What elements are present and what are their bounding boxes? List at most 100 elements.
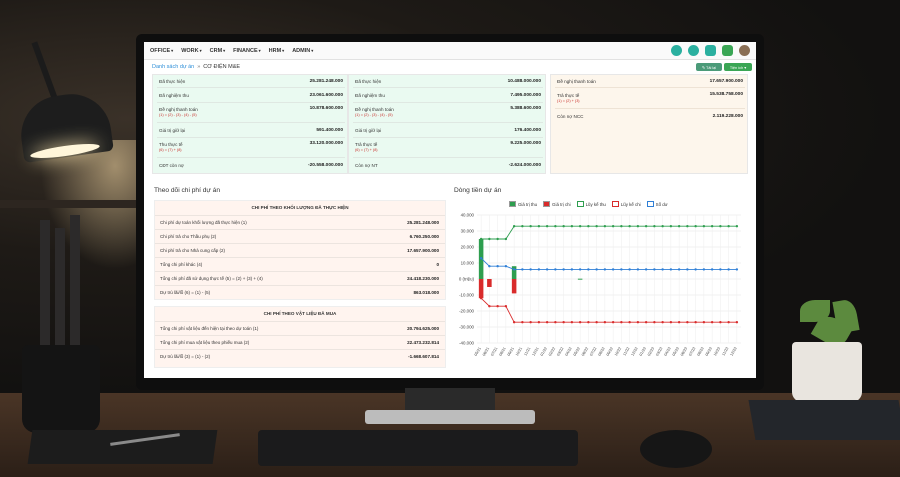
legend-item-chi[interactable]: Giá trị chi [543, 201, 571, 207]
series-point [603, 321, 607, 324]
series-point [521, 225, 524, 228]
legend-item-luyke-thu[interactable]: Lũy kế thu [576, 201, 606, 207]
series-point [570, 268, 574, 271]
x-tick-label: 09/23 [705, 347, 713, 357]
coffee-mug [22, 345, 100, 433]
x-tick-label: 10/22 [614, 347, 622, 357]
home-icon[interactable] [705, 45, 716, 56]
nav-work[interactable]: WORK▾ [181, 47, 202, 54]
summary-row: Giá trị giữ lại 591.400.000 [159, 127, 343, 133]
user-icon[interactable] [671, 45, 682, 56]
plant-pot [792, 342, 862, 402]
reload-button[interactable]: ✎ Tải lại [696, 63, 722, 71]
series-point [603, 268, 607, 271]
legend-item-so-du[interactable]: Số dư [646, 201, 668, 207]
series-point [710, 225, 714, 228]
x-tick-label: 04/23 [664, 347, 672, 357]
top-navbar: OFFICE▾ WORK▾ CRM▾ FINANCE▾ HRM▾ ADMIN▾ [144, 42, 756, 60]
series-point [644, 268, 648, 271]
utilities-button[interactable]: Tiện ích ▾ [724, 63, 752, 71]
series-point [529, 225, 532, 228]
series-point [735, 268, 739, 271]
series-point [554, 268, 557, 271]
x-tick-label: 07/23 [688, 347, 696, 357]
shelf [0, 200, 140, 208]
series-point [702, 268, 706, 271]
nav-finance[interactable]: FINANCE▾ [233, 47, 261, 54]
series-point [620, 225, 623, 228]
series-point [545, 321, 549, 324]
series-point [521, 321, 524, 324]
nav-crm[interactable]: CRM▾ [209, 47, 226, 54]
series-point [677, 225, 681, 228]
series-point [661, 321, 664, 324]
cashflow-chart: 40.000 30.000 20.000 10.000 0 (triệu) -10.000… [459, 213, 741, 357]
cost-table-materials: CHI PHÍ THEO VẬT LIỆU ĐÃ MUA Tổng chi ph… [154, 306, 446, 368]
series-point [562, 225, 565, 228]
series-point [611, 268, 615, 271]
summary-row: Còn nợ NCC 2.119.228.000 [557, 113, 743, 119]
series-point [496, 305, 499, 308]
series-point [529, 321, 532, 324]
x-tick-label: 07/21 [490, 347, 498, 357]
series-point [504, 237, 508, 241]
avatar[interactable] [739, 45, 750, 56]
summary-row: Trả thực tế (6) = (7) + (8) 9.225.000.000 [355, 141, 541, 152]
bar-thu [577, 278, 583, 280]
series-point [686, 268, 689, 271]
x-tick-label: 08/21 [499, 347, 507, 357]
nav-office[interactable]: OFFICE▾ [150, 47, 174, 54]
breadcrumb-parent-link[interactable]: Danh sách dự án [152, 64, 195, 70]
x-tick-label: 01/23 [639, 347, 647, 357]
breadcrumb-current: CƠ ĐIỆN M&E [203, 64, 241, 70]
cost-table-volume: CHI PHÍ THEO KHỐI LƯỢNG ĐÃ THỰC HIỆN Chi… [154, 200, 446, 300]
series-point [735, 225, 739, 228]
notebook [27, 430, 218, 464]
y-tick-label: 20.000 [461, 245, 475, 250]
series-point [545, 225, 549, 228]
nav-admin[interactable]: ADMIN▾ [292, 47, 314, 54]
help-icon[interactable] [688, 45, 699, 56]
series-point [677, 321, 681, 324]
x-tick-label: 11/21 [523, 347, 531, 357]
table-row: Tổng chi phí khác (4) 0 [155, 257, 445, 271]
series-point [512, 321, 516, 324]
table-row: Chi phí trả cho Nhà cung cấp (2) 17.657.9… [155, 243, 445, 257]
apps-grid-icon[interactable] [722, 45, 733, 56]
series-point [735, 321, 739, 324]
bar-chi [478, 279, 484, 299]
summary-row: Đề nghị thanh toán (1) = (2) - (3) - (4) … [159, 106, 343, 117]
series-point [479, 237, 483, 241]
series-point [537, 268, 541, 271]
series-point [512, 225, 516, 228]
series-point [595, 225, 598, 228]
series-point [686, 225, 689, 228]
table-row: Dự trù lãi/lỗ (6) = (1) - (5) 863.018.000 [155, 285, 445, 299]
x-tick-label: 07/22 [589, 347, 597, 357]
x-tick-label: 11/22 [622, 347, 630, 357]
series-line [480, 257, 737, 270]
legend-item-luyke-chi[interactable]: Lũy kế chi [611, 201, 641, 207]
table-row: Chi phí dự toán khối lượng đã thực hiện … [155, 215, 445, 229]
series-line [481, 225, 737, 240]
series-point [719, 268, 722, 271]
series-point [488, 265, 491, 268]
summary-row: Đã nghiệm thu 7.495.000.000 [355, 92, 541, 98]
summary-row: CĐT còn nợ -20.558.000.000 [159, 162, 343, 168]
y-tick-label: 0 (triệu) [459, 277, 475, 282]
x-tick-label: 10/23 [713, 347, 721, 357]
keyboard [258, 430, 578, 466]
series-point [595, 321, 598, 324]
x-tick-label: 10/21 [515, 347, 523, 357]
series-point [677, 268, 681, 271]
y-tick-label: -10.000 [459, 293, 474, 298]
table-row: Dự trù lãi/lỗ (3) = (1) - (2) -1.668.607.… [155, 349, 445, 363]
mouse [640, 430, 712, 468]
legend-item-thu[interactable]: Giá trị thu [509, 201, 537, 207]
table-row: Tổng chi phí mua vật liệu theo phiếu mua… [155, 335, 445, 349]
series-point [504, 305, 508, 308]
summary-row: Đã thực hiện 10.488.000.000 [355, 78, 541, 84]
series-point [644, 225, 648, 228]
nav-hrm[interactable]: HRM▾ [268, 47, 285, 54]
series-point [669, 268, 673, 271]
